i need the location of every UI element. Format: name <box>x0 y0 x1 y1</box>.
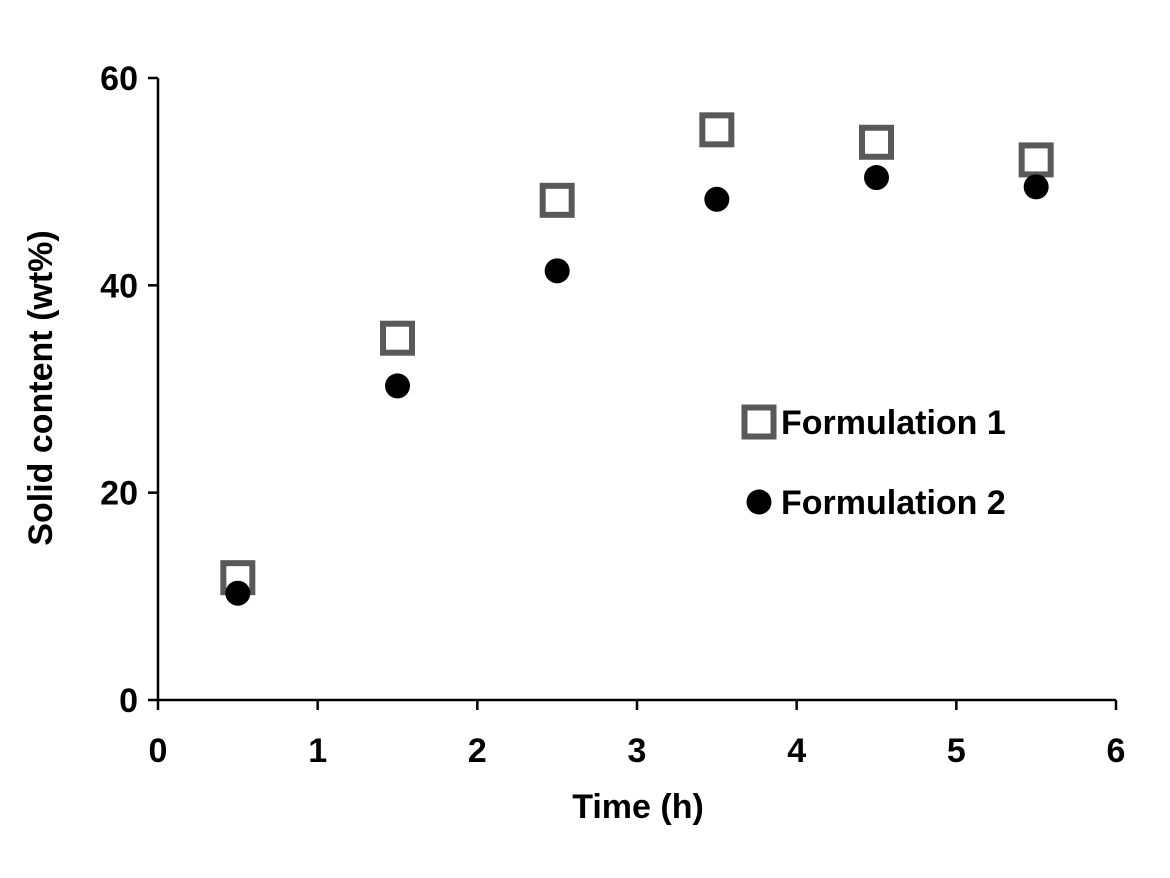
y-tick-label: 60 <box>100 60 138 98</box>
data-point <box>539 182 575 218</box>
x-axis-title: Time (h) <box>572 788 704 826</box>
legend-item: Formulation 1 <box>741 404 1006 442</box>
x-tick-label: 3 <box>628 732 647 770</box>
y-axis: 0 20 40 60 <box>100 60 160 720</box>
data-point <box>225 580 251 606</box>
data-point <box>699 112 735 148</box>
data-point <box>1018 142 1054 178</box>
y-tick-label: 40 <box>100 267 138 305</box>
x-tick-label: 0 <box>149 732 168 770</box>
legend: Formulation 1 Formulation 2 <box>741 404 1006 522</box>
legend-item: Formulation 2 <box>746 484 1006 522</box>
legend-label: Formulation 1 <box>781 404 1006 442</box>
x-tick-label: 6 <box>1107 732 1126 770</box>
data-point <box>544 258 570 284</box>
data-point <box>1023 174 1049 200</box>
x-tick-label: 4 <box>787 732 806 770</box>
y-axis-title: Solid content (wt%) <box>22 230 60 545</box>
series-formulation-2 <box>225 165 1049 606</box>
data-point <box>380 320 415 356</box>
data-point <box>859 124 894 160</box>
data-point <box>385 373 410 399</box>
x-tick-label: 1 <box>308 732 327 770</box>
legend-label: Formulation 2 <box>781 484 1006 522</box>
x-tick-label: 5 <box>947 732 966 770</box>
y-tick-label: 20 <box>100 475 138 513</box>
y-tick-label: 0 <box>119 682 138 720</box>
data-point <box>864 165 889 191</box>
data-points <box>220 112 1054 606</box>
data-point <box>704 186 730 212</box>
x-tick-label: 2 <box>468 732 487 770</box>
legend-marker <box>741 404 777 440</box>
legend-marker <box>746 489 772 515</box>
x-axis: 0 1 2 3 4 5 6 <box>149 698 1126 770</box>
